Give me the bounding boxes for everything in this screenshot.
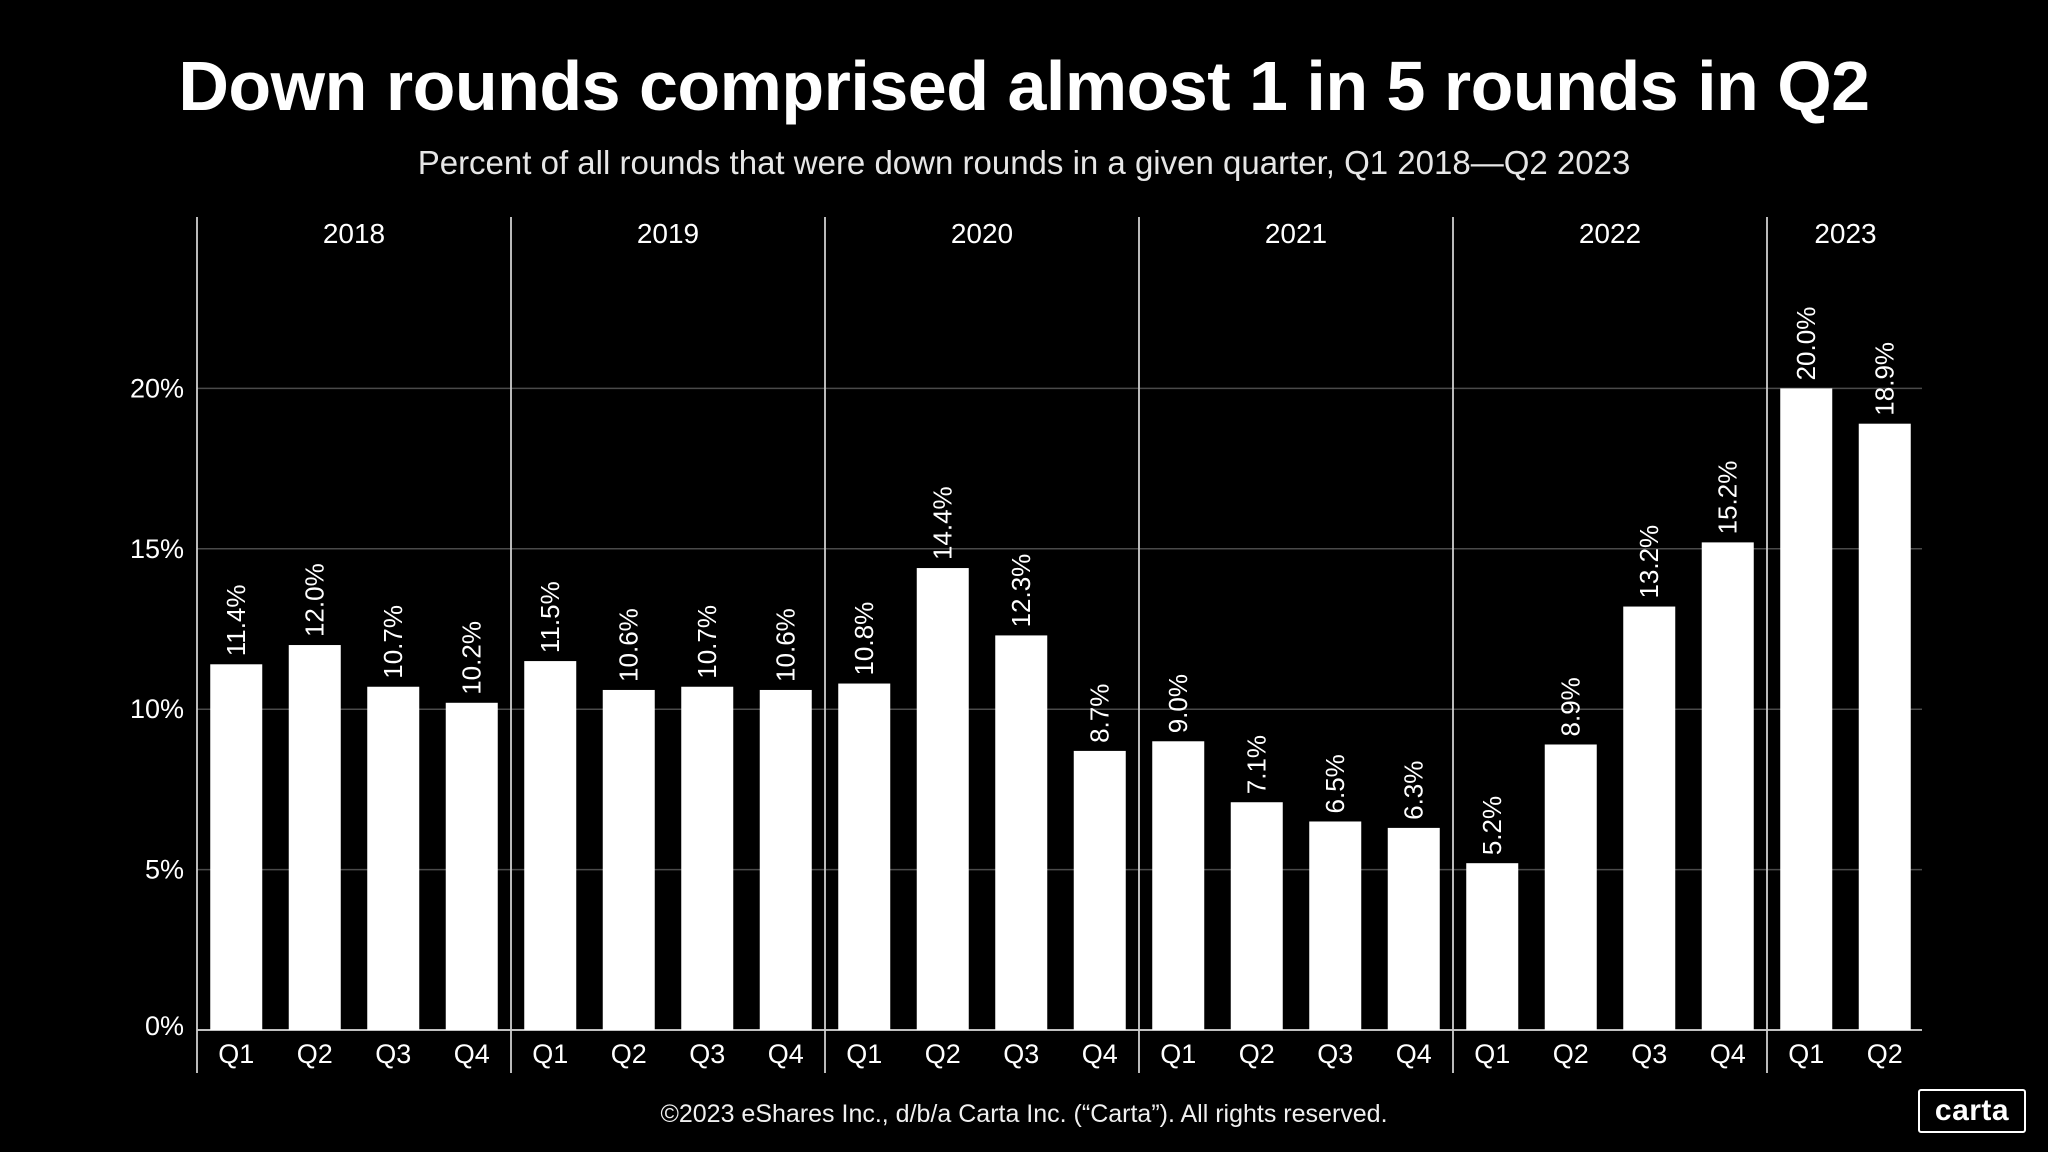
quarter-label: Q3 xyxy=(375,1039,411,1069)
bar xyxy=(1309,821,1362,1030)
bar-value-label: 10.7% xyxy=(692,605,722,679)
bar xyxy=(1073,750,1126,1030)
bar xyxy=(1858,423,1911,1030)
bar xyxy=(602,689,655,1030)
bar-value-label: 8.9% xyxy=(1556,677,1586,736)
quarter-label: Q4 xyxy=(1396,1039,1432,1069)
year-label: 2018 xyxy=(323,218,385,249)
quarter-label: Q2 xyxy=(1553,1039,1589,1069)
quarter-label: Q1 xyxy=(218,1039,254,1069)
carta-logo: carta xyxy=(1918,1089,2026,1133)
quarter-label: Q2 xyxy=(1239,1039,1275,1069)
bar-value-label: 20.0% xyxy=(1791,307,1821,381)
chart-subtitle: Percent of all rounds that were down rou… xyxy=(417,144,1631,181)
bar-value-label: 13.2% xyxy=(1634,525,1664,599)
bar xyxy=(1466,863,1519,1030)
year-label: 2020 xyxy=(951,218,1013,249)
bar xyxy=(916,568,969,1030)
quarter-label: Q4 xyxy=(454,1039,490,1069)
chart-title: Down rounds comprised almost 1 in 5 roun… xyxy=(178,47,1870,125)
bar xyxy=(1230,802,1283,1030)
quarter-label: Q1 xyxy=(1160,1039,1196,1069)
quarter-label: Q1 xyxy=(1474,1039,1510,1069)
quarter-label: Q3 xyxy=(1631,1039,1667,1069)
bar-value-label: 10.8% xyxy=(849,602,879,676)
y-tick-label: 15% xyxy=(130,534,184,564)
y-tick-label: 20% xyxy=(130,373,184,403)
bar-value-label: 18.9% xyxy=(1870,342,1900,416)
bar-value-label: 8.7% xyxy=(1085,684,1115,743)
bar xyxy=(995,635,1048,1030)
copyright-footer: ©2023 eShares Inc., d/b/a Carta Inc. (“C… xyxy=(660,1100,1388,1128)
bar xyxy=(288,645,341,1030)
bar-value-label: 12.0% xyxy=(300,563,330,637)
bar xyxy=(367,686,420,1030)
bar-value-label: 11.5% xyxy=(535,581,565,653)
bar-value-label: 6.3% xyxy=(1399,761,1429,820)
bar xyxy=(1544,744,1597,1030)
bar-value-label: 15.2% xyxy=(1713,461,1743,535)
bar xyxy=(1701,542,1754,1030)
bar xyxy=(1780,388,1833,1030)
quarter-label: Q1 xyxy=(846,1039,882,1069)
year-label: 2021 xyxy=(1265,218,1327,249)
year-label: 2022 xyxy=(1579,218,1641,249)
bar-value-label: 10.7% xyxy=(378,605,408,679)
quarter-label: Q1 xyxy=(1788,1039,1824,1069)
bar xyxy=(524,661,577,1030)
quarter-label: Q4 xyxy=(1082,1039,1118,1069)
bar-value-label: 6.5% xyxy=(1320,754,1350,813)
quarter-label: Q2 xyxy=(925,1039,961,1069)
year-label: 2019 xyxy=(637,218,699,249)
quarter-label: Q3 xyxy=(1317,1039,1353,1069)
bar xyxy=(681,686,734,1030)
bar xyxy=(445,702,498,1030)
bar xyxy=(1387,827,1440,1030)
bar-value-label: 10.6% xyxy=(771,608,801,682)
quarter-label: Q4 xyxy=(768,1039,804,1069)
quarter-label: Q4 xyxy=(1710,1039,1746,1069)
quarter-label: Q2 xyxy=(297,1039,333,1069)
bar xyxy=(759,689,812,1030)
bar-value-label: 9.0% xyxy=(1163,674,1193,733)
bar-value-label: 7.1% xyxy=(1242,735,1272,794)
y-tick-label: 5% xyxy=(145,855,184,885)
bar xyxy=(1623,606,1676,1030)
y-tick-label: 10% xyxy=(130,694,184,724)
quarter-label: Q2 xyxy=(611,1039,647,1069)
bar xyxy=(838,683,891,1030)
bar-value-label: 12.3% xyxy=(1006,554,1036,628)
year-label: 2023 xyxy=(1814,218,1876,249)
bar xyxy=(210,664,263,1030)
quarter-label: Q3 xyxy=(689,1039,725,1069)
bar-value-label: 14.4% xyxy=(928,486,958,560)
quarter-label: Q3 xyxy=(1003,1039,1039,1069)
bar-value-label: 10.2% xyxy=(457,621,487,695)
y-tick-label: 0% xyxy=(145,1011,184,1041)
bar-value-label: 11.4% xyxy=(221,584,251,656)
bar xyxy=(1152,741,1205,1030)
quarter-label: Q2 xyxy=(1867,1039,1903,1069)
bar-value-label: 10.6% xyxy=(614,608,644,682)
bar-value-label: 5.2% xyxy=(1477,796,1507,855)
quarter-label: Q1 xyxy=(532,1039,568,1069)
